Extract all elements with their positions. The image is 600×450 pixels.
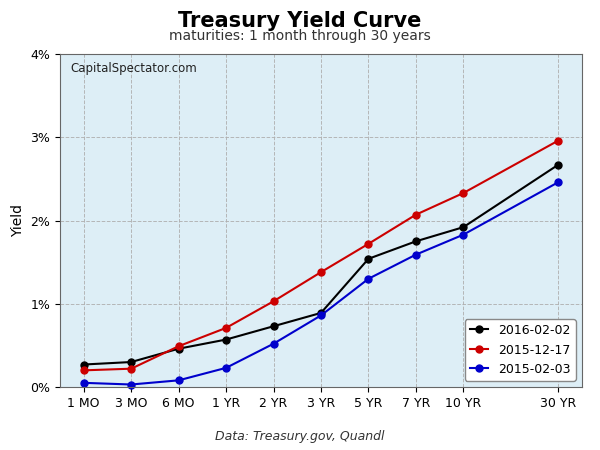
Legend: 2016-02-02, 2015-12-17, 2015-02-03: 2016-02-02, 2015-12-17, 2015-02-03: [464, 319, 576, 381]
2016-02-02: [365, 256, 372, 261]
Text: Data: Treasury.gov, Quandl: Data: Treasury.gov, Quandl: [215, 430, 385, 443]
2016-02-02: [317, 310, 325, 315]
2015-02-03: [317, 313, 325, 318]
Line: 2015-02-03: 2015-02-03: [80, 179, 562, 388]
2015-12-17: [460, 190, 467, 196]
2015-02-03: [365, 276, 372, 282]
2015-12-17: [223, 325, 230, 331]
2015-02-03: [270, 341, 277, 346]
2015-02-03: [554, 180, 562, 185]
2016-02-02: [460, 225, 467, 230]
2016-02-02: [554, 162, 562, 167]
2016-02-02: [175, 346, 182, 351]
2016-02-02: [270, 324, 277, 329]
2015-12-17: [554, 138, 562, 143]
2015-12-17: [365, 241, 372, 247]
2016-02-02: [80, 362, 88, 367]
Line: 2016-02-02: 2016-02-02: [80, 161, 562, 368]
2015-02-03: [412, 252, 419, 257]
2016-02-02: [223, 337, 230, 342]
Text: CapitalSpectator.com: CapitalSpectator.com: [70, 62, 197, 75]
Text: maturities: 1 month through 30 years: maturities: 1 month through 30 years: [169, 29, 431, 43]
2015-12-17: [175, 343, 182, 349]
2015-02-03: [80, 380, 88, 386]
2015-02-03: [175, 378, 182, 383]
2015-12-17: [80, 368, 88, 373]
Text: Treasury Yield Curve: Treasury Yield Curve: [178, 11, 422, 31]
Y-axis label: Yield: Yield: [11, 204, 25, 237]
2015-12-17: [412, 212, 419, 217]
2015-02-03: [223, 365, 230, 370]
2016-02-02: [128, 359, 135, 364]
2015-02-03: [128, 382, 135, 387]
2015-12-17: [128, 366, 135, 371]
2015-12-17: [317, 270, 325, 275]
2015-12-17: [270, 298, 277, 304]
2015-02-03: [460, 232, 467, 237]
Line: 2015-12-17: 2015-12-17: [80, 137, 562, 374]
2016-02-02: [412, 238, 419, 244]
